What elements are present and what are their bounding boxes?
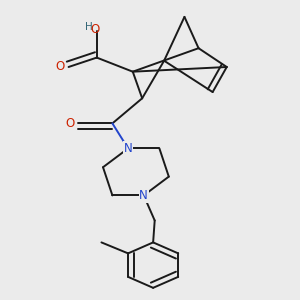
Text: N: N	[124, 142, 132, 155]
Text: H: H	[85, 22, 93, 32]
Text: O: O	[56, 61, 65, 74]
Text: N: N	[140, 189, 148, 202]
Text: O: O	[65, 117, 74, 130]
Text: O: O	[91, 23, 100, 36]
